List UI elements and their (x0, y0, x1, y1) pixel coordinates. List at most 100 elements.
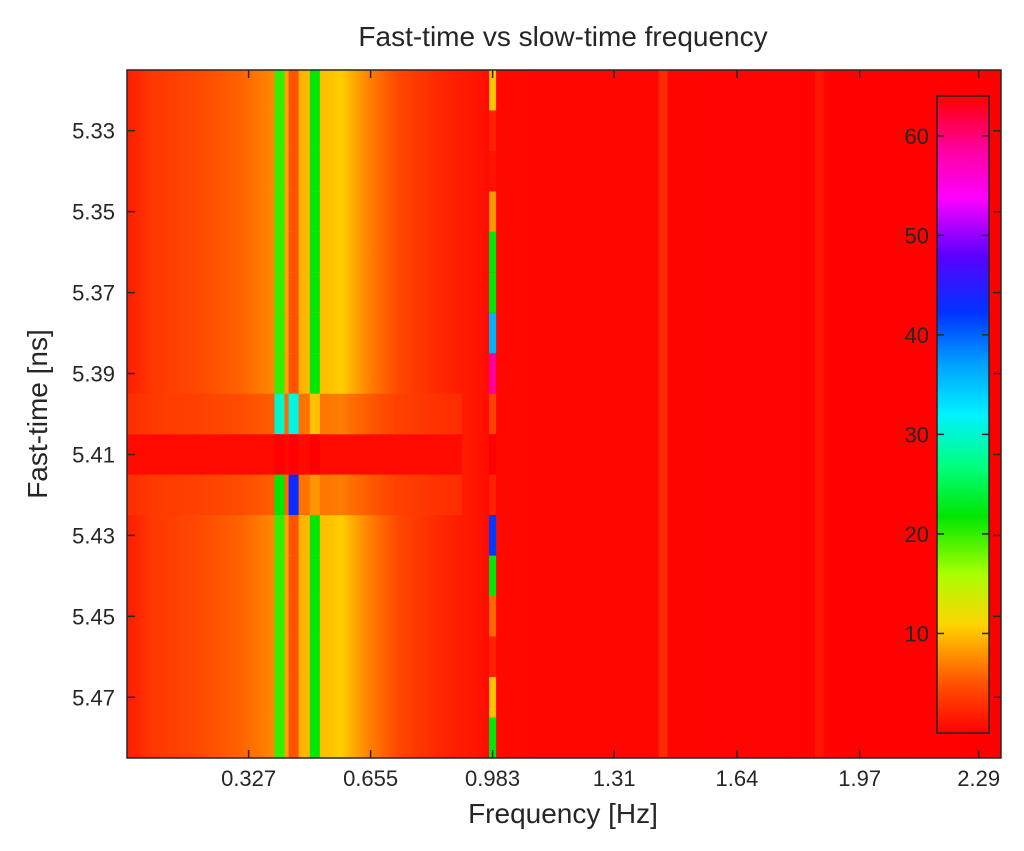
heat-cell (489, 272, 497, 313)
y-axis-ticks: 5.33 5.35 5.37 5.39 5.41 5.43 5.45 5.47 (72, 119, 1001, 710)
heat-cell (274, 515, 285, 556)
heat-cell (489, 555, 497, 597)
heat-cell (288, 515, 299, 556)
heat-cell (274, 636, 285, 678)
heat-cell (309, 677, 320, 718)
heat-cell (309, 231, 320, 273)
heat-cell (274, 272, 285, 313)
heat-cell (309, 110, 320, 151)
y-tick-label: 5.37 (72, 281, 115, 306)
heat-cell (288, 393, 299, 435)
heat-cell (309, 596, 320, 637)
heat-weak-line (814, 70, 824, 758)
colorbar-tick-label: 40 (905, 323, 929, 348)
y-tick-label: 5.45 (72, 604, 115, 629)
heat-cell (309, 353, 320, 394)
x-tick-label: 0.655 (343, 766, 398, 791)
heat-cell (288, 70, 299, 111)
heat-cell (288, 231, 299, 273)
colorbar-tick-label: 60 (905, 124, 929, 149)
chart-title: Fast-time vs slow-time frequency (358, 21, 767, 52)
heat-cell (288, 434, 299, 475)
heat-cell (489, 312, 497, 354)
heat-cell (274, 596, 285, 637)
heat-cell (489, 70, 497, 111)
plot-frame (126, 69, 1002, 759)
heat-cell (489, 596, 497, 637)
heat-cell (489, 515, 497, 556)
heat-cell (489, 474, 497, 516)
heatmap-cells (127, 70, 824, 758)
heat-cell (489, 636, 497, 678)
heat-cell (288, 636, 299, 678)
colorbar-ticks: 10 20 30 40 50 60 (905, 124, 989, 646)
x-tick-label: 1.97 (838, 766, 881, 791)
y-tick-label: 5.35 (72, 200, 115, 225)
x-axis-ticks: 0.327 0.655 0.983 1.31 1.64 1.97 2.29 (221, 70, 1000, 791)
heat-cell (274, 717, 285, 758)
x-tick-label: 1.64 (716, 766, 759, 791)
heat-cell (489, 110, 497, 151)
x-tick-label: 0.327 (221, 766, 276, 791)
heat-cell (489, 231, 497, 273)
x-tick-label: 2.29 (957, 766, 1000, 791)
x-tick-label: 0.983 (465, 766, 520, 791)
heat-cell (274, 555, 285, 597)
colorbar-tick-label: 50 (905, 223, 929, 248)
heat-cell (288, 191, 299, 232)
heat-cell (274, 191, 285, 232)
colorbar-gradient (936, 95, 990, 734)
plot-area (127, 70, 1001, 758)
heat-cell (309, 717, 320, 758)
heat-cell (288, 596, 299, 637)
heat-cell (489, 191, 497, 232)
heat-cell (274, 353, 285, 394)
heat-cell (274, 231, 285, 273)
heat-cell (288, 555, 299, 597)
x-tick-label: 1.31 (593, 766, 636, 791)
heat-cell (309, 393, 320, 435)
y-axis-label: Fast-time [ns] (22, 329, 53, 499)
heat-cell (309, 150, 320, 192)
heat-cell (309, 70, 320, 111)
heat-cell (288, 677, 299, 718)
heat-cell (274, 70, 285, 111)
heat-cell (274, 474, 285, 516)
heat-cell (274, 434, 285, 475)
heat-cell (489, 677, 497, 718)
heat-cell (309, 474, 320, 516)
heat-cell (274, 110, 285, 151)
heat-cell (309, 272, 320, 313)
heat-cell (288, 272, 299, 313)
heat-cell (274, 677, 285, 718)
heat-cell (309, 515, 320, 556)
colorbar: 10 20 30 40 50 60 (905, 95, 990, 734)
heat-cell (309, 312, 320, 354)
y-tick-label: 5.43 (72, 523, 115, 548)
heat-cell (274, 150, 285, 192)
heat-cell (489, 393, 497, 435)
heat-cell (288, 150, 299, 192)
x-axis-label: Frequency [Hz] (468, 798, 658, 829)
heat-cell (489, 353, 497, 394)
heat-cell (274, 393, 285, 435)
heat-weak-line (658, 70, 668, 758)
heat-cell (489, 717, 497, 758)
colorbar-tick-label: 20 (905, 522, 929, 547)
heat-cell (288, 474, 299, 516)
heat-cell (309, 434, 320, 475)
y-tick-label: 5.47 (72, 685, 115, 710)
heat-cell (489, 150, 497, 192)
heat-cell (288, 353, 299, 394)
colorbar-tick-label: 30 (905, 422, 929, 447)
heat-cell (309, 555, 320, 597)
heat-cell (288, 312, 299, 354)
heat-cell (309, 636, 320, 678)
heat-cell (309, 191, 320, 232)
y-tick-label: 5.39 (72, 362, 115, 387)
heat-cell (274, 312, 285, 354)
heat-cell (288, 717, 299, 758)
heat-cell (489, 434, 497, 475)
y-tick-label: 5.41 (72, 442, 115, 467)
